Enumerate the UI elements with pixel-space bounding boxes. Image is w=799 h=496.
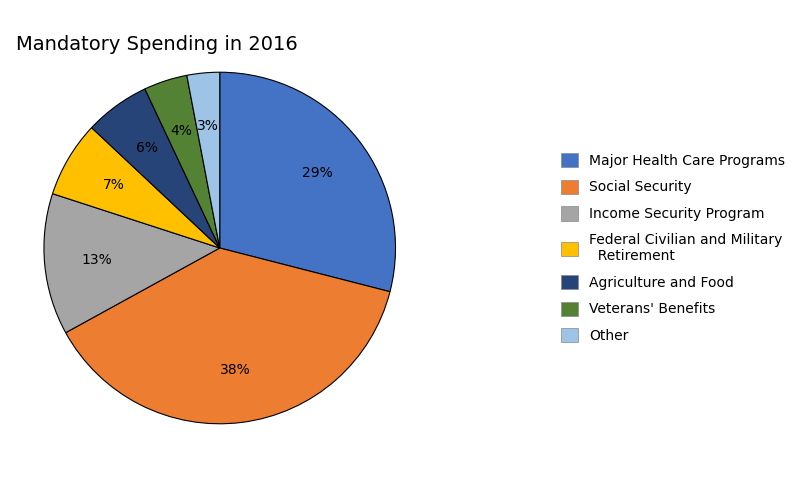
Text: 3%: 3% bbox=[197, 119, 219, 132]
Wedge shape bbox=[53, 127, 220, 248]
Wedge shape bbox=[187, 72, 220, 248]
Legend: Major Health Care Programs, Social Security, Income Security Program, Federal Ci: Major Health Care Programs, Social Secur… bbox=[555, 146, 792, 350]
Wedge shape bbox=[145, 75, 220, 248]
Wedge shape bbox=[66, 248, 390, 424]
Text: 4%: 4% bbox=[171, 124, 193, 138]
Wedge shape bbox=[44, 193, 220, 333]
Text: 13%: 13% bbox=[81, 252, 113, 266]
Text: 6%: 6% bbox=[137, 141, 158, 155]
Wedge shape bbox=[220, 72, 396, 292]
Text: 7%: 7% bbox=[103, 179, 125, 192]
Text: 29%: 29% bbox=[301, 166, 332, 180]
Wedge shape bbox=[92, 89, 220, 248]
Text: 38%: 38% bbox=[220, 363, 251, 377]
Text: Mandatory Spending in 2016: Mandatory Spending in 2016 bbox=[16, 35, 298, 54]
